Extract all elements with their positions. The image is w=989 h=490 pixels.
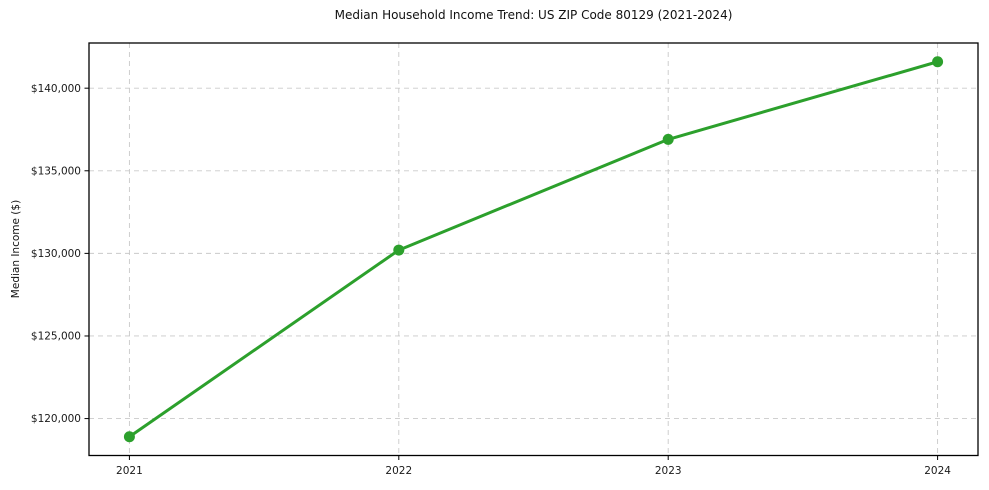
x-tick-label: 2024 bbox=[924, 465, 951, 477]
trend-line bbox=[127, 60, 940, 439]
data-point-2023 bbox=[662, 133, 674, 145]
data-point-2024 bbox=[932, 56, 944, 68]
x-tick-label: 2023 bbox=[655, 465, 682, 477]
data-point-2021 bbox=[123, 431, 135, 443]
y-tick-label: $130,000 bbox=[31, 248, 81, 260]
y-tick-label: $140,000 bbox=[31, 83, 81, 95]
y-tick-label: $120,000 bbox=[31, 413, 81, 425]
x-tick-label: 2022 bbox=[385, 465, 412, 477]
y-tick-label: $135,000 bbox=[31, 165, 81, 177]
axis-frame bbox=[88, 42, 979, 457]
data-point-2022 bbox=[393, 244, 405, 256]
y-tick-label: $125,000 bbox=[31, 331, 81, 343]
x-tick-label: 2021 bbox=[116, 465, 143, 477]
chart-title: Median Household Income Trend: US ZIP Co… bbox=[334, 8, 733, 22]
